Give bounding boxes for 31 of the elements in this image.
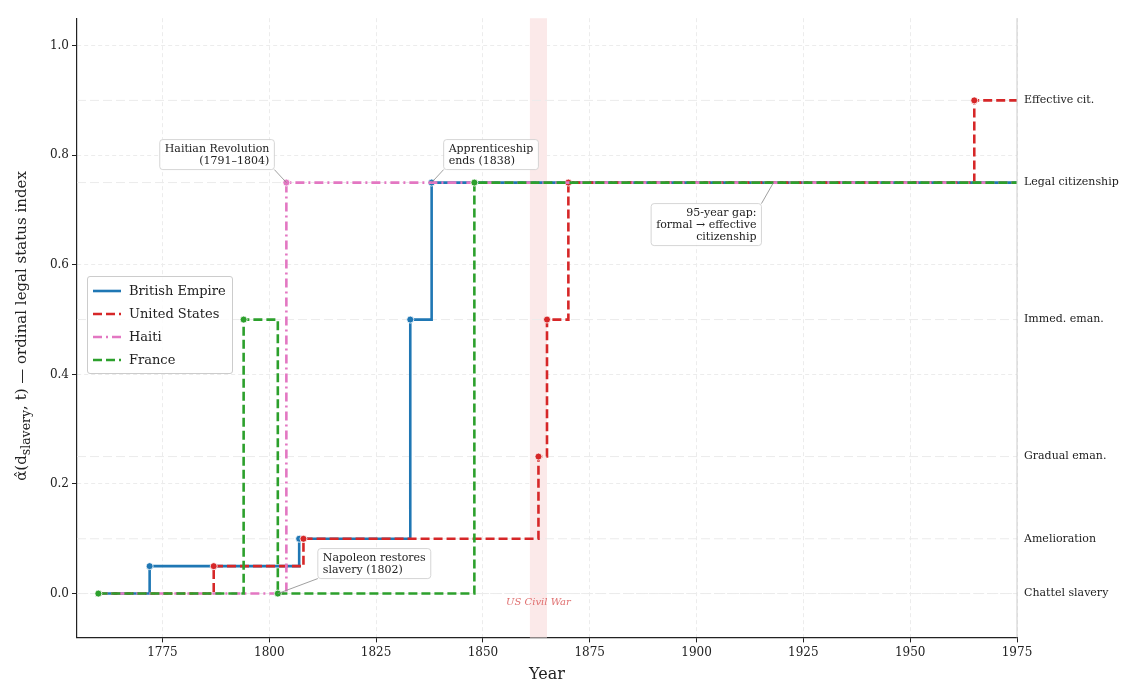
x-tick-label: 1775: [147, 644, 178, 659]
y-tick-label: 0.2: [49, 476, 69, 491]
ref-line-label: Immed. eman.: [1024, 312, 1104, 326]
legend-label: United States: [129, 306, 220, 321]
annotation: Haitian Revolution (1791–1804): [164, 141, 270, 167]
ref-line-label: Effective cit.: [1024, 93, 1095, 107]
y-tick-label: 1.0: [49, 37, 69, 52]
y-tick-label: 0.8: [49, 147, 69, 162]
ref-line-label: Chattel slavery: [1024, 586, 1110, 600]
x-tick-label: 1850: [467, 644, 499, 659]
annotation: Apprenticeship ends (1838): [447, 141, 534, 167]
ref-line-label: Legal citizenship: [1024, 175, 1119, 189]
x-tick-label: 1975: [1001, 644, 1033, 659]
x-tick-label: 1900: [681, 644, 712, 659]
ref-line-label: Amelioration: [1023, 531, 1097, 545]
annotation: Napoleon restores slavery (1802): [322, 550, 427, 576]
legend-label: British Empire: [129, 283, 226, 298]
y-tick-label: 0.6: [49, 256, 69, 271]
x-tick-label: 1950: [894, 644, 926, 659]
ref-line-label: Gradual eman.: [1024, 449, 1107, 463]
annotation: 95-year gap: formal → effective citizenship: [656, 205, 757, 243]
x-tick-label: 1825: [360, 644, 392, 659]
y-tick-label: 0.4: [49, 366, 70, 381]
x-tick-label: 1925: [788, 644, 819, 659]
y-tick-label: 0.0: [49, 585, 69, 600]
x-axis-title: Year: [528, 663, 566, 683]
band-label: US Civil War: [506, 595, 573, 607]
legend-label: France: [129, 352, 176, 367]
x-tick-label: 1875: [574, 644, 605, 659]
x-tick-label: 1800: [254, 644, 285, 659]
legend-label: Haiti: [129, 329, 162, 344]
